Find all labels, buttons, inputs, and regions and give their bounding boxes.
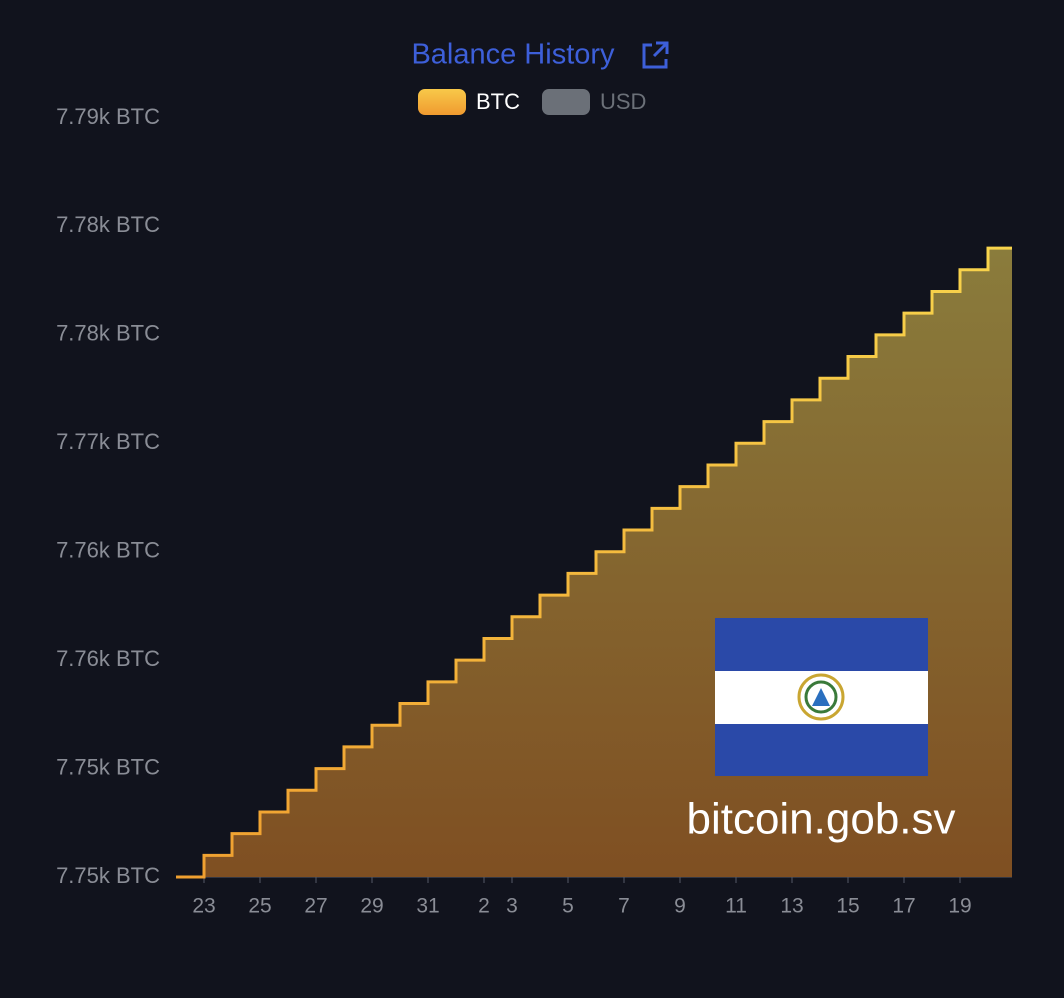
x-tick-label: 27 bbox=[304, 895, 327, 918]
chart-title[interactable]: Balance History bbox=[411, 39, 615, 71]
x-tick-label: 15 bbox=[836, 895, 859, 918]
x-tick-label: 3 bbox=[506, 895, 518, 918]
x-tick-label: 31 bbox=[416, 895, 439, 918]
y-tick-label: 7.75k BTC bbox=[56, 863, 160, 888]
x-tick-label: 13 bbox=[780, 895, 803, 918]
y-tick-label: 7.78k BTC bbox=[56, 212, 160, 237]
watermark: bitcoin.gob.sv bbox=[686, 795, 955, 844]
y-tick-label: 7.78k BTC bbox=[56, 321, 160, 346]
step-line bbox=[176, 246, 1012, 879]
x-tick-label: 11 bbox=[725, 895, 747, 918]
y-tick-label: 7.76k BTC bbox=[56, 538, 160, 563]
y-tick-label: 7.76k BTC bbox=[56, 646, 160, 671]
external-link-icon[interactable] bbox=[642, 41, 669, 69]
legend-label[interactable]: USD bbox=[600, 89, 646, 114]
x-tick-label: 9 bbox=[674, 895, 686, 918]
y-tick-label: 7.77k BTC bbox=[56, 429, 160, 454]
x-tick-label: 17 bbox=[892, 895, 915, 918]
flag bbox=[715, 618, 928, 776]
x-tick-label: 5 bbox=[562, 895, 574, 918]
x-tick-label: 29 bbox=[360, 895, 383, 918]
x-tick-label: 19 bbox=[948, 895, 971, 918]
x-tick-label: 23 bbox=[192, 895, 215, 918]
x-tick-label: 2 bbox=[478, 895, 490, 918]
y-tick-label: 7.79k BTC bbox=[56, 104, 160, 129]
legend: BTC USD bbox=[418, 89, 646, 115]
legend-label[interactable]: BTC bbox=[476, 89, 520, 114]
legend-swatch[interactable] bbox=[542, 89, 590, 115]
y-tick-label: 7.75k BTC bbox=[56, 754, 160, 779]
x-tick-label: 7 bbox=[618, 895, 630, 918]
x-tick-label: 25 bbox=[248, 895, 271, 918]
legend-swatch[interactable] bbox=[418, 89, 466, 115]
